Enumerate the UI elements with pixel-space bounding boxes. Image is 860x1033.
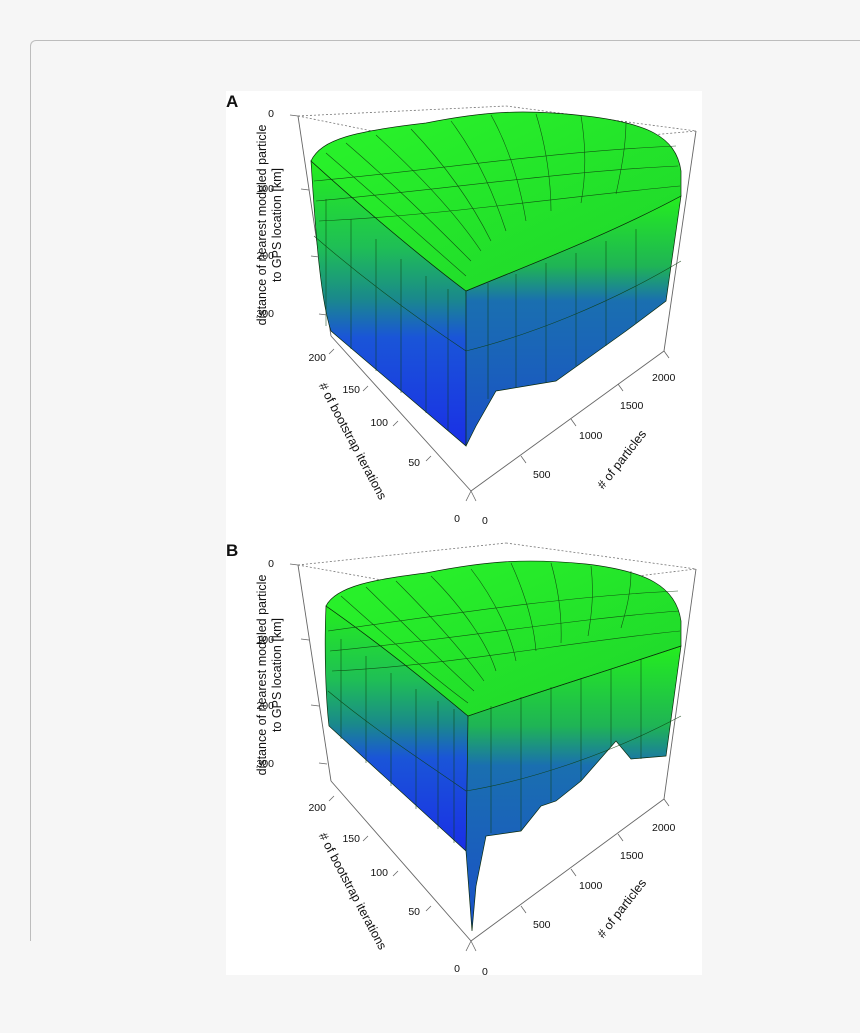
x-tick-a-1500: 1500 [620,400,644,412]
x-ticks-a: 0 500 1000 1500 2000 [482,372,676,527]
surface-top-a [310,111,682,292]
y-tick-b-0: 0 [454,963,460,975]
zlabel-a-line1: distance of nearest modeled particle [255,125,269,326]
y-tick-b-150: 150 [342,833,360,845]
y-tick-a-200: 200 [308,352,326,364]
y-tick-b-50: 50 [408,906,420,918]
y-ticks-b: 200 150 100 50 0 [308,802,460,975]
y-tick-b-100: 100 [370,867,388,879]
x-tick-a-0: 0 [482,515,488,527]
y-tick-b-200: 200 [308,802,326,814]
y-tick-a-50: 50 [408,457,420,469]
x-tick-a-1000: 1000 [579,430,603,442]
xlabel-b: # of particles [595,876,650,940]
z-tick-a-300: 300 [256,308,274,320]
figure-svg: A [226,92,697,978]
zlabel-b-line2: to GPS location [km] [270,618,284,732]
z-tick-a-200: 200 [256,250,274,262]
x-tick-b-500: 500 [533,919,551,931]
z-tick-b-0: 0 [268,558,274,570]
figure: A [226,91,702,978]
panel-a: A [226,92,697,527]
x-tick-b-1500: 1500 [620,850,644,862]
zlabel-a-line2: to GPS location [km] [270,168,284,282]
tick-marks-a [289,114,670,502]
y-tick-a-100: 100 [370,417,388,429]
y-tick-a-0: 0 [454,513,460,525]
xlabel-a: # of particles [595,427,650,491]
panel-b: B [226,541,697,978]
x-tick-b-1000: 1000 [579,880,603,892]
z-ticks-a: 0 100 200 300 [256,108,274,320]
z-tick-b-300: 300 [256,758,274,770]
z-tick-b-100: 100 [256,634,274,646]
x-ticks-b: 0 500 1000 1500 2000 [482,822,676,978]
y-tick-a-150: 150 [342,384,360,396]
ylabel-b: # of bootstrap iterations [316,830,390,952]
content-card: A [30,40,860,978]
z-tick-b-200: 200 [256,700,274,712]
panel-letter-a: A [226,92,238,111]
x-tick-a-500: 500 [533,469,551,481]
z-tick-a-0: 0 [268,108,274,120]
zlabel-b-line1: distance of nearest modeled particle [255,575,269,776]
x-tick-a-2000: 2000 [652,372,676,384]
ylabel-a: # of bootstrap iterations [316,380,390,502]
panel-letter-b: B [226,541,238,560]
x-tick-b-2000: 2000 [652,822,676,834]
y-ticks-a: 200 150 100 50 0 [308,352,460,525]
z-tick-a-100: 100 [256,183,274,195]
surface-grid-b [327,562,682,843]
box-front-edges-b [297,564,697,942]
z-ticks-b: 0 100 200 300 [256,558,274,770]
surface-grid-a [313,113,682,431]
tick-marks-b [289,563,670,952]
x-tick-b-0: 0 [482,966,488,975]
